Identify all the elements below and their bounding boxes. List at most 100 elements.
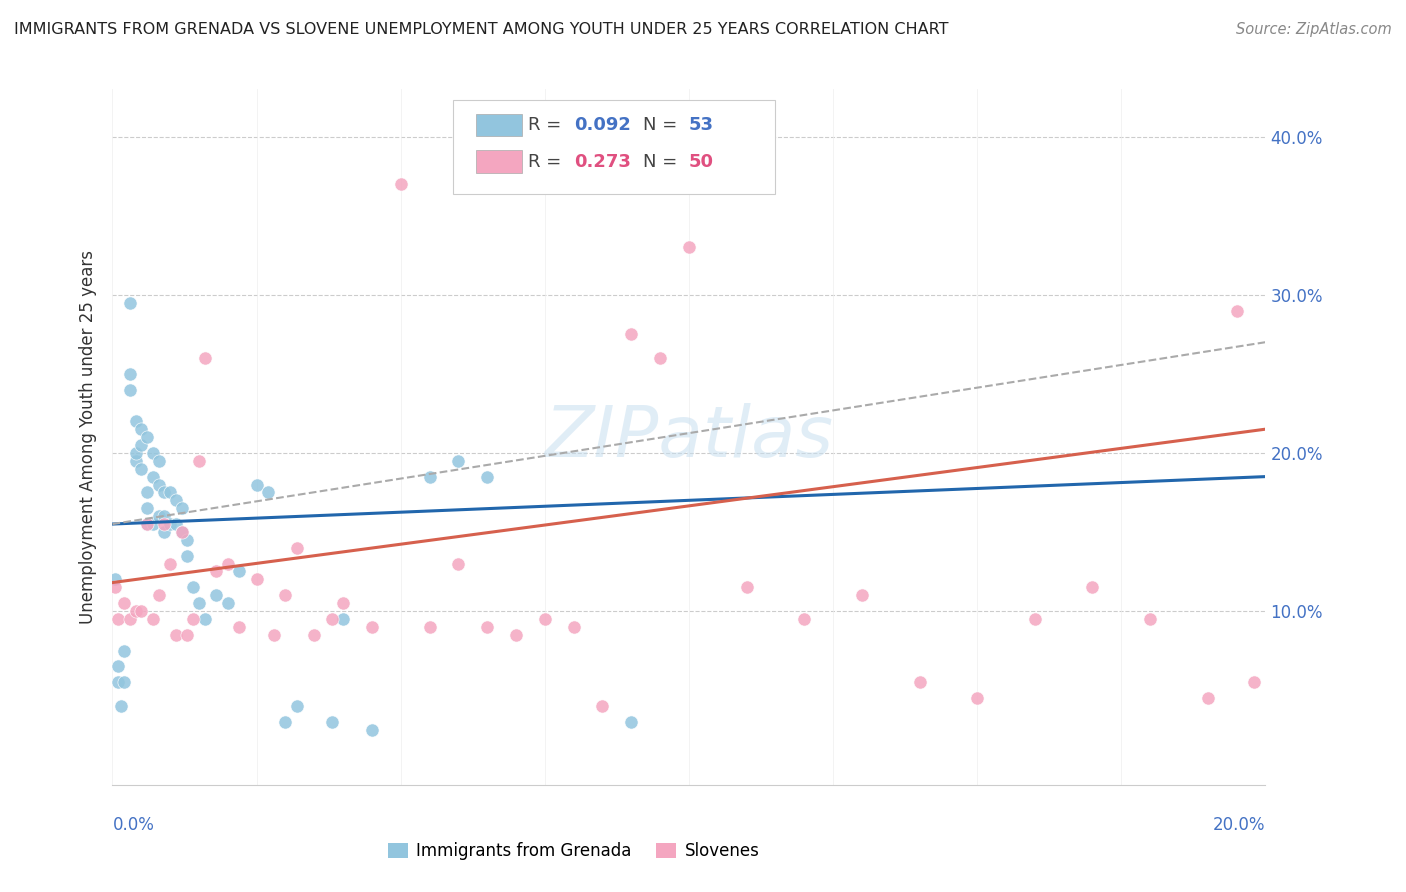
Point (332, 612, 354, 626)
Point (170, 524, 193, 539)
Point (205, 588, 228, 602)
Text: 0.0%: 0.0% (112, 816, 155, 834)
Point (194, 351, 217, 365)
Point (124, 604, 146, 618)
Point (263, 628, 285, 642)
Point (851, 588, 873, 602)
Point (148, 509, 170, 524)
Point (966, 690, 988, 705)
Point (118, 612, 141, 626)
Bar (475, 113, 522, 136)
Point (142, 446, 165, 460)
Point (107, 675, 129, 690)
Point (176, 628, 198, 642)
Y-axis label: Unemployment Among Youth under 25 years: Unemployment Among Youth under 25 years (79, 250, 97, 624)
Point (148, 454, 170, 468)
Point (176, 533, 198, 547)
Point (217, 557, 239, 571)
Point (124, 454, 146, 468)
Point (170, 524, 193, 539)
Text: R =: R = (527, 153, 567, 170)
Point (124, 414, 146, 428)
Point (104, 580, 127, 594)
Point (285, 698, 308, 713)
Point (136, 501, 159, 516)
Text: N =: N = (643, 153, 683, 170)
Point (321, 714, 343, 729)
Point (142, 612, 165, 626)
Point (194, 612, 217, 626)
Point (129, 604, 153, 618)
Point (419, 620, 441, 634)
Point (562, 620, 585, 634)
Point (304, 628, 326, 642)
Point (360, 620, 382, 634)
Point (129, 422, 153, 436)
Point (1243, 675, 1265, 690)
Point (107, 612, 129, 626)
Text: Source: ZipAtlas.com: Source: ZipAtlas.com (1236, 22, 1392, 37)
Point (136, 516, 159, 531)
Point (148, 588, 170, 602)
Point (475, 620, 499, 634)
Point (217, 596, 239, 610)
Text: 53: 53 (689, 116, 714, 134)
Point (153, 524, 176, 539)
Point (475, 469, 499, 483)
Point (118, 367, 141, 381)
Point (1139, 612, 1161, 626)
Point (447, 454, 470, 468)
Point (360, 723, 382, 737)
Point (246, 477, 269, 491)
Point (112, 643, 135, 657)
Point (170, 501, 193, 516)
Text: N =: N = (643, 116, 683, 134)
Bar (475, 151, 522, 173)
Point (112, 596, 135, 610)
Point (188, 454, 211, 468)
Point (153, 485, 176, 500)
Point (678, 240, 700, 254)
Text: R =: R = (527, 116, 567, 134)
Point (104, 573, 127, 587)
Point (505, 628, 527, 642)
Point (153, 516, 176, 531)
Point (165, 516, 187, 531)
Point (228, 565, 250, 579)
Point (153, 509, 176, 524)
Point (274, 714, 297, 729)
Point (228, 620, 250, 634)
Point (107, 659, 129, 673)
Point (205, 565, 228, 579)
Text: 20.0%: 20.0% (1213, 816, 1265, 834)
Point (118, 295, 141, 310)
Point (285, 541, 308, 555)
Point (419, 469, 441, 483)
Text: ZIPatlas: ZIPatlas (544, 402, 834, 472)
Point (447, 557, 470, 571)
Point (620, 714, 643, 729)
Point (1024, 612, 1046, 626)
Point (159, 557, 181, 571)
Point (136, 430, 159, 444)
Point (165, 628, 187, 642)
Point (793, 612, 815, 626)
Text: 50: 50 (689, 153, 714, 170)
Point (142, 469, 165, 483)
Point (188, 596, 211, 610)
Point (129, 461, 153, 475)
Point (620, 327, 643, 342)
Text: IMMIGRANTS FROM GRENADA VS SLOVENE UNEMPLOYMENT AMONG YOUTH UNDER 25 YEARS CORRE: IMMIGRANTS FROM GRENADA VS SLOVENE UNEMP… (14, 22, 949, 37)
Point (1197, 690, 1219, 705)
Point (110, 698, 132, 713)
Point (650, 351, 672, 365)
Point (124, 446, 146, 460)
Point (159, 485, 181, 500)
Legend: Immigrants from Grenada, Slovenes: Immigrants from Grenada, Slovenes (381, 836, 766, 867)
Point (332, 596, 354, 610)
Point (112, 675, 135, 690)
Point (176, 549, 198, 563)
Point (148, 477, 170, 491)
Point (534, 612, 557, 626)
Point (181, 580, 204, 594)
